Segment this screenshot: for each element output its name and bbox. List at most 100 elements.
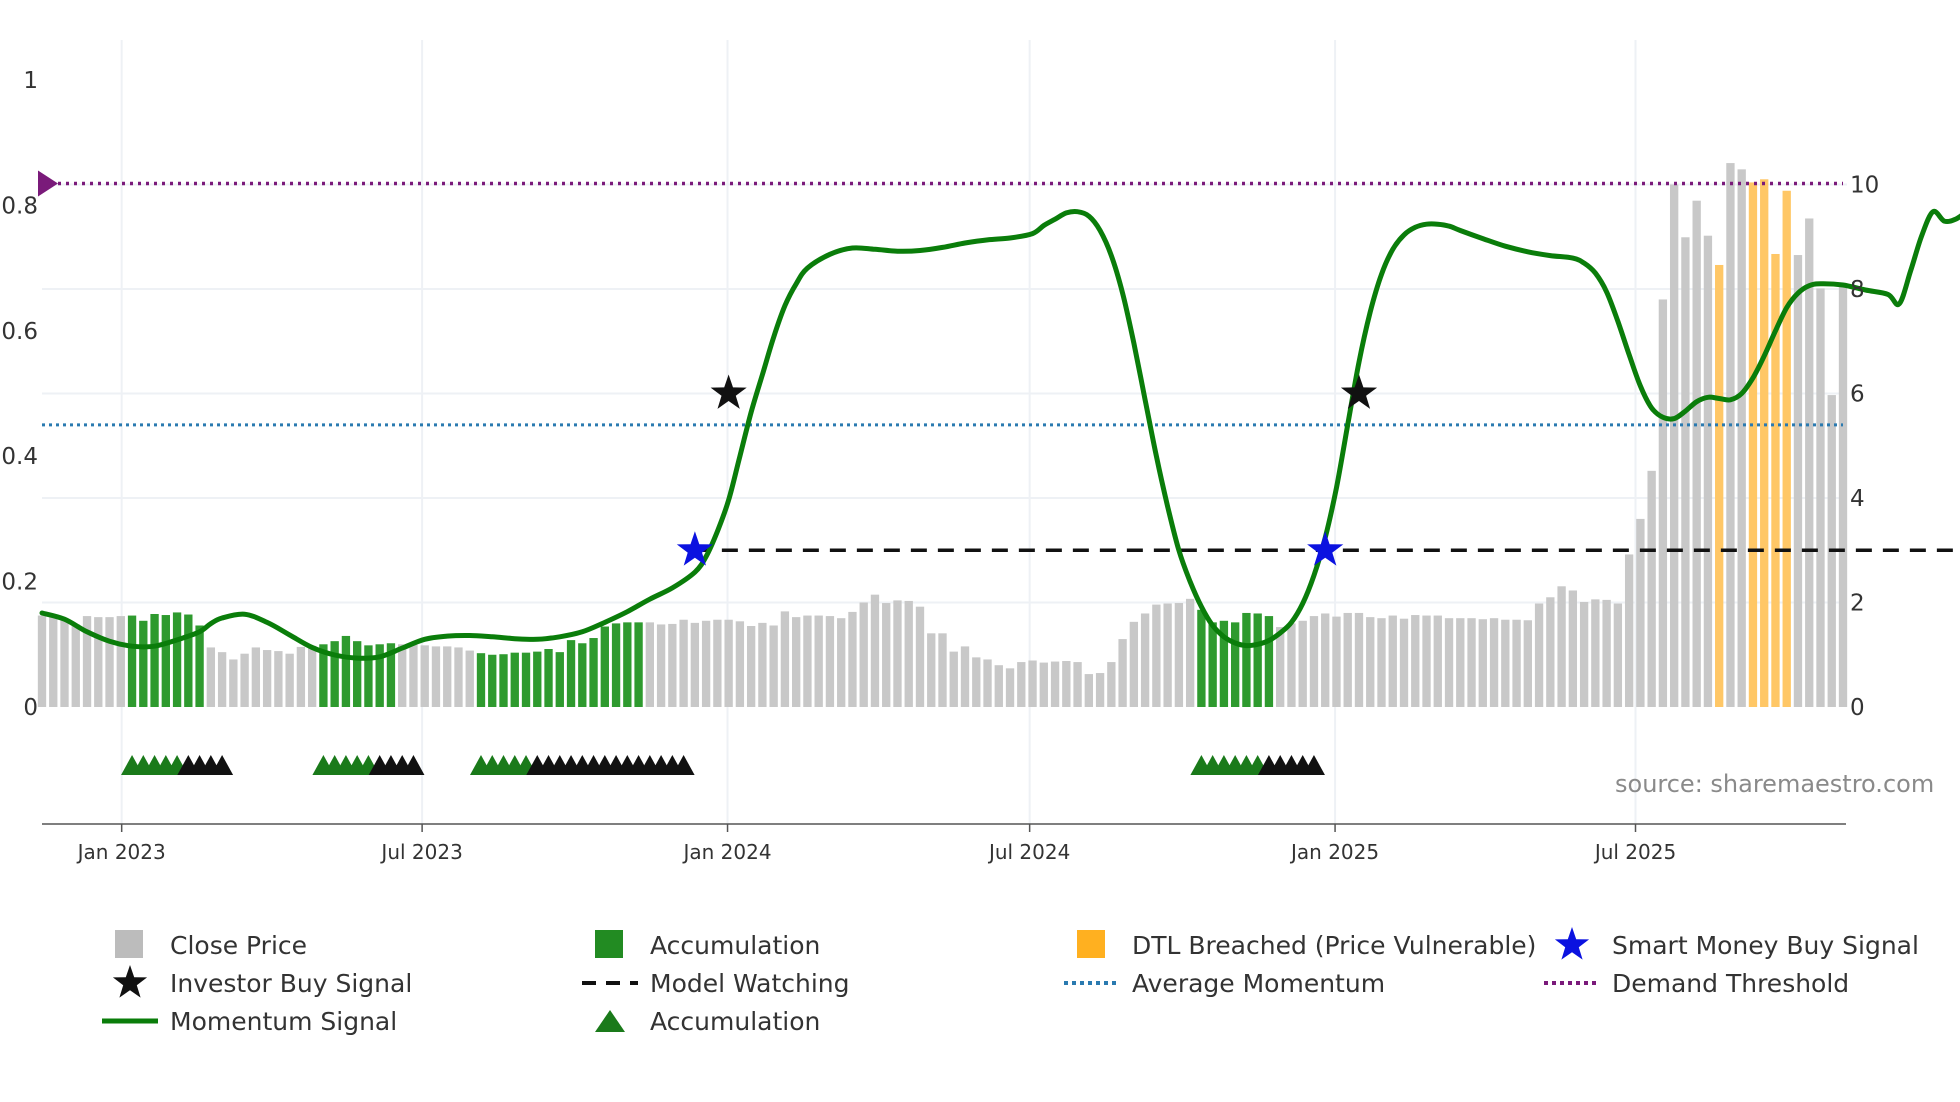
close-price-bar <box>1692 200 1701 707</box>
right-axis-tick-label: 0 <box>1850 695 1865 721</box>
accumulation-bar <box>566 640 576 707</box>
close-price-bar <box>1118 639 1127 707</box>
close-price-bar <box>1354 612 1364 707</box>
close-price-bar <box>94 617 103 707</box>
close-price-bar <box>1366 617 1375 707</box>
close-price-bar <box>262 650 272 707</box>
accumulation-bar <box>161 615 170 707</box>
close-price-bar <box>1084 674 1093 707</box>
right-axis-tick-label: 10 <box>1850 173 1879 199</box>
close-price-bar <box>927 633 936 707</box>
close-price-bar <box>983 659 992 707</box>
close-price-bar <box>1658 299 1668 707</box>
momentum-layer <box>39 208 1960 661</box>
accumulation-bar <box>364 645 373 707</box>
close-price-bar <box>1422 615 1431 707</box>
close-price-bar <box>690 622 700 707</box>
close-price-bar <box>814 615 823 707</box>
close-price-bar <box>116 616 125 707</box>
accumulation-bar <box>589 638 598 707</box>
close-price-bar <box>240 653 249 707</box>
accumulation-bar <box>1253 613 1262 707</box>
close-price-bar <box>1005 668 1015 707</box>
close-price-bar <box>1309 616 1319 707</box>
dtl-breached-bar <box>1760 179 1769 707</box>
close-price-bar <box>1523 620 1532 707</box>
accumulation-bar <box>488 654 497 707</box>
close-price-bar <box>1501 619 1510 707</box>
close-price-bar <box>307 645 317 707</box>
close-price-bar <box>1163 603 1172 707</box>
left-axis-tick-label: 1 <box>23 68 38 94</box>
close-price-bar <box>994 665 1003 707</box>
close-price-bar <box>1467 618 1476 707</box>
close-price-bar <box>837 618 846 707</box>
close-price-bar <box>1095 673 1105 707</box>
close-price-bar <box>713 619 722 707</box>
smart-money-buy-star <box>676 531 713 566</box>
left-axis-tick-label: 0.2 <box>1 570 38 596</box>
accumulation-bar <box>611 623 621 707</box>
close-price-bar <box>1512 619 1521 707</box>
close-price-bar <box>1793 255 1803 707</box>
close-price-bar <box>735 621 745 707</box>
close-price-bar <box>1039 662 1048 707</box>
close-price-bar <box>1185 598 1195 707</box>
accumulation-bar <box>499 654 508 707</box>
close-price-bar <box>1343 612 1352 707</box>
close-price-bar <box>656 624 666 707</box>
close-price-bar <box>465 650 474 707</box>
accumulation-bar <box>1219 620 1229 707</box>
close-price-bar <box>49 617 58 707</box>
close-price-bar <box>1028 660 1037 707</box>
close-price-bar <box>1174 603 1184 707</box>
close-price-bar <box>870 594 880 707</box>
accumulation-bar <box>533 651 542 707</box>
close-price-bar <box>1399 618 1409 707</box>
accumulation-bar <box>1264 616 1274 707</box>
investor-buy-star <box>710 374 747 409</box>
x-tick-label: Jul 2024 <box>987 840 1070 864</box>
close-price-bar <box>1838 283 1848 707</box>
accumulation-bar <box>353 641 362 707</box>
close-price-bar <box>1602 599 1611 707</box>
close-price-bar <box>972 657 981 707</box>
close-price-bar <box>780 611 790 707</box>
accumulation-bar <box>1208 622 1217 707</box>
close-price-bar <box>848 611 857 707</box>
close-price-bar <box>1411 615 1420 707</box>
close-price-bar <box>769 625 778 707</box>
close-price-bar <box>296 646 306 707</box>
close-price-bar <box>938 633 947 707</box>
smart-money-buy-star <box>1307 531 1344 566</box>
accumulation-bar <box>139 620 148 707</box>
close-price-bar <box>431 646 441 707</box>
close-price-bar <box>1140 613 1150 707</box>
close-price-bar <box>105 617 114 707</box>
accumulation-bar <box>386 643 396 707</box>
close-price-bar <box>1050 661 1060 707</box>
right-axis-tick-label: 8 <box>1850 277 1865 303</box>
close-price-bar <box>398 644 407 707</box>
x-tick-label: Jan 2025 <box>1289 840 1379 864</box>
x-tick-label: Jan 2023 <box>76 840 166 864</box>
close-price-bar <box>1377 618 1386 707</box>
close-price-bar <box>443 646 452 707</box>
watermark: source: sharemaestro.com <box>1615 770 1935 798</box>
close-price-bar <box>1805 218 1814 707</box>
close-price-bar <box>859 602 868 707</box>
close-price-bar <box>37 615 47 707</box>
close-price-bar <box>1152 604 1161 707</box>
accumulation-bar <box>578 643 587 707</box>
close-price-bar <box>1321 613 1330 707</box>
reference-lines <box>38 170 1960 552</box>
close-price-bar <box>1534 603 1544 707</box>
close-price-bar <box>1287 623 1296 707</box>
close-price-bar <box>1636 518 1645 707</box>
close-price-bar <box>668 623 677 707</box>
accumulation-bar <box>1230 622 1240 707</box>
close-price-bar <box>679 619 688 707</box>
close-price-bar <box>1433 615 1442 707</box>
accumulation-triangle-black <box>1302 755 1325 775</box>
